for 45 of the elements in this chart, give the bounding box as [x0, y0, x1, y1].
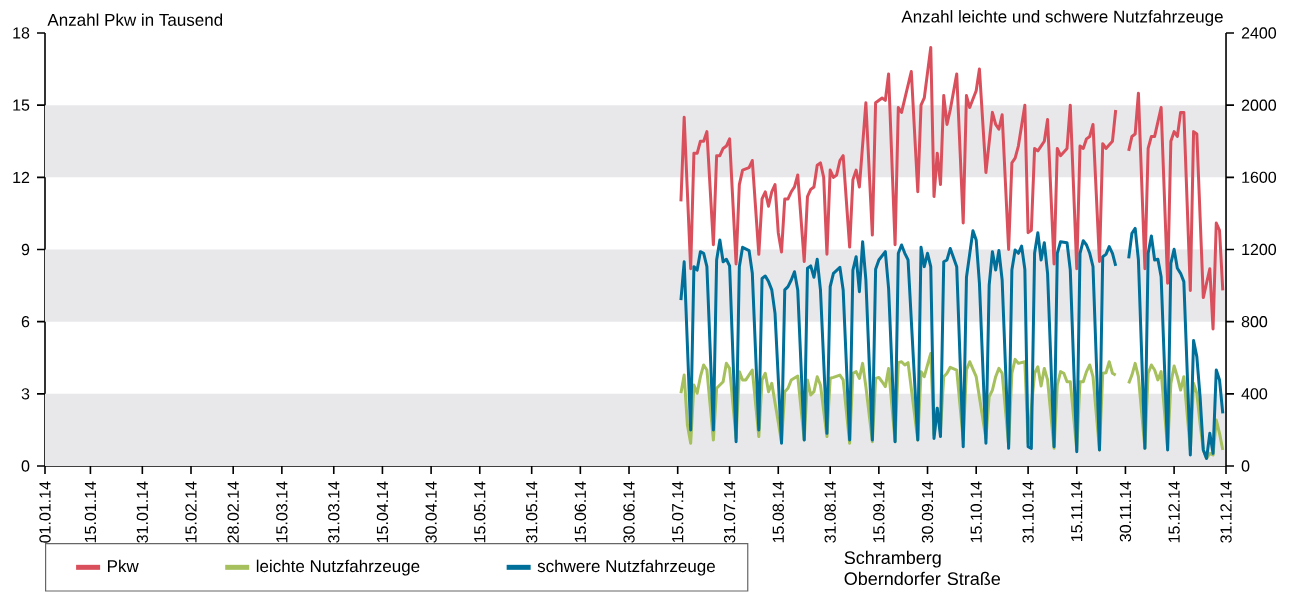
x-tick-label: 15.06.14 [574, 481, 587, 543]
x-tick-label: 15.02.14 [185, 481, 197, 543]
x-tick-label: 15.07.14 [672, 481, 684, 543]
text: Schramberg Oberndorfer Straße [844, 550, 1001, 586]
x-tick-label: 30.04.14 [425, 481, 437, 543]
y2-tick-label: 2000 [1241, 99, 1277, 111]
x-tick-label: 31.03.14 [328, 481, 340, 543]
y2-tick-label: 1600 [1242, 171, 1277, 183]
x-tick-label: 31.01.14 [136, 481, 148, 543]
y-tick-label: 6 [21, 316, 30, 328]
y-tick-label: 3 [21, 388, 30, 400]
y-tick-label: 9 [21, 243, 30, 256]
x-tick-label: 15.03.14 [276, 481, 288, 543]
x-tick-label: 15.01.14 [84, 481, 97, 543]
y-tick-label: 15 [13, 99, 30, 111]
x-tick-label: 15.04.14 [376, 481, 389, 543]
x-tick-label: 31.10.14 [1022, 481, 1034, 543]
y-tick-label: 12 [13, 171, 30, 183]
y-axis-title: Anzahl Pkw in Tausend [47, 13, 223, 26]
x-tick-label: 15.10.14 [970, 481, 982, 543]
y2-tick-label: 1200 [1242, 243, 1277, 256]
x-tick-label: 15.08.14 [772, 481, 784, 543]
x-tick-label: 31.05.14 [526, 481, 538, 543]
x-tick-label: 01.01.14 [39, 481, 51, 543]
x-tick-label: 15.11.14 [1071, 481, 1083, 541]
y2-tick-label: 0 [1241, 460, 1250, 472]
y2-axis-title: Anzahl leichte und schwere Nutzfahrzeuge [901, 10, 1223, 26]
x-tick-label: 15.12.14 [1168, 481, 1180, 543]
x-tick-label: 30.09.14 [921, 481, 934, 543]
x-tick-label: 15.09.14 [873, 481, 885, 543]
x-tick-label: 15.05.14 [474, 481, 486, 543]
legend-label: Pkw [107, 559, 139, 572]
x-tick-label: 31.08.14 [824, 481, 836, 543]
y-tick-label: 0 [21, 460, 30, 472]
x-tick-label: 28.02.14 [227, 481, 239, 543]
y2-tick-label: 400 [1241, 388, 1268, 400]
x-tick-label: 31.12.14 [1220, 481, 1232, 543]
x-tick-label: 30.06.14 [623, 481, 635, 543]
x-tick-label: 30.11.14 [1119, 481, 1132, 542]
legend-label: schwere Nutzfahrzeuge [537, 559, 715, 576]
x-tick-label: 31.07.14 [723, 481, 736, 543]
legend-label: leichte Nutzfahrzeuge [256, 559, 420, 576]
y-tick-label: 18 [13, 27, 30, 39]
y2-tick-label: 2400 [1241, 27, 1277, 39]
y2-tick-label: 800 [1241, 316, 1268, 328]
